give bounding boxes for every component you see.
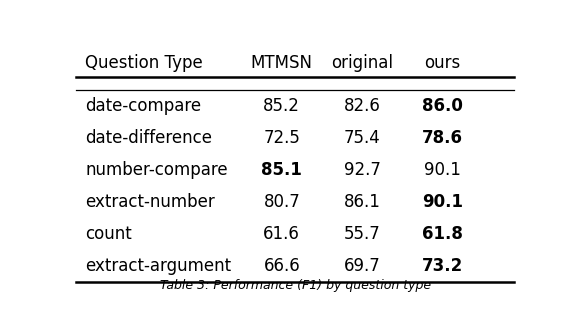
Text: ours: ours: [425, 54, 461, 72]
Text: original: original: [331, 54, 393, 72]
Text: 85.1: 85.1: [262, 161, 302, 179]
Text: Question Type: Question Type: [85, 54, 203, 72]
Text: 61.6: 61.6: [263, 225, 300, 243]
Text: 90.1: 90.1: [424, 161, 461, 179]
Text: extract-argument: extract-argument: [85, 257, 232, 275]
Text: date-difference: date-difference: [85, 129, 213, 147]
Text: Table 3: Performance (F1) by question type: Table 3: Performance (F1) by question ty…: [160, 279, 431, 292]
Text: 85.2: 85.2: [263, 97, 300, 115]
Text: count: count: [85, 225, 132, 243]
Text: extract-number: extract-number: [85, 193, 215, 211]
Text: 86.1: 86.1: [344, 193, 381, 211]
Text: 92.7: 92.7: [344, 161, 381, 179]
Text: number-compare: number-compare: [85, 161, 228, 179]
Text: 86.0: 86.0: [422, 97, 463, 115]
Text: 75.4: 75.4: [344, 129, 381, 147]
Text: 90.1: 90.1: [422, 193, 463, 211]
Text: 66.6: 66.6: [263, 257, 300, 275]
Text: 72.5: 72.5: [263, 129, 300, 147]
Text: 78.6: 78.6: [422, 129, 463, 147]
Text: 55.7: 55.7: [344, 225, 381, 243]
Text: MTMSN: MTMSN: [251, 54, 313, 72]
Text: 69.7: 69.7: [344, 257, 381, 275]
Text: 82.6: 82.6: [344, 97, 381, 115]
Text: date-compare: date-compare: [85, 97, 202, 115]
Text: 61.8: 61.8: [422, 225, 463, 243]
Text: 80.7: 80.7: [263, 193, 300, 211]
Text: 73.2: 73.2: [422, 257, 463, 275]
